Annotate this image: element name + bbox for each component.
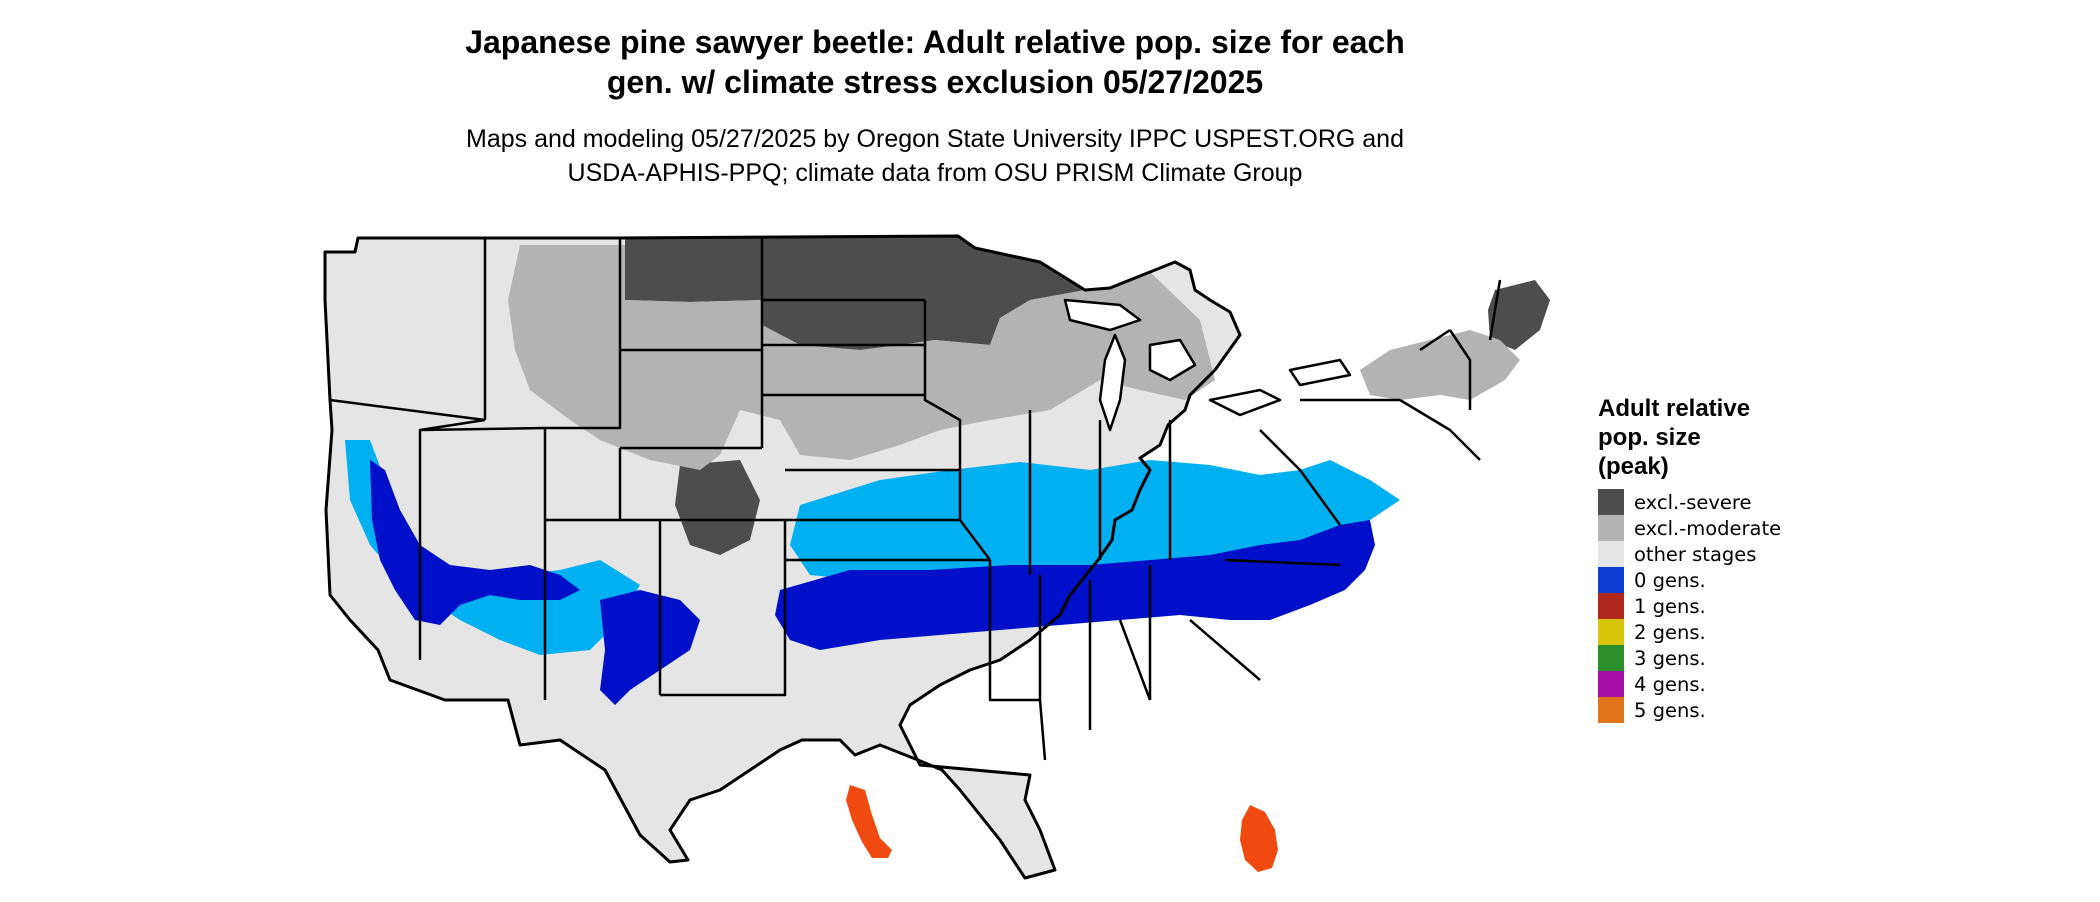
region-zero-dark xyxy=(775,520,1375,650)
region-severe-maine xyxy=(1488,280,1550,350)
region-moderate-north xyxy=(508,245,1215,470)
legend-item-excl-moderate: excl.-moderate xyxy=(1598,515,1798,541)
legend-title-line-1: Adult relative xyxy=(1598,395,1751,422)
legend-label: 1 gens. xyxy=(1634,594,1706,618)
legend-swatch xyxy=(1598,697,1624,723)
legend-item-5-gens: 5 gens. xyxy=(1598,697,1798,723)
legend-label: 4 gens. xyxy=(1634,672,1706,696)
legend-items: excl.-severe excl.-moderate other stages… xyxy=(1598,489,1798,723)
legend-item-2-gens: 2 gens. xyxy=(1598,619,1798,645)
legend: Adult relative pop. size (peak) excl.-se… xyxy=(1598,394,1798,723)
state-borders xyxy=(323,234,1502,880)
region-zero-light-west xyxy=(345,440,640,655)
legend-item-1-gens: 1 gens. xyxy=(1598,593,1798,619)
legend-item-4-gens: 4 gens. xyxy=(1598,671,1798,697)
legend-swatch xyxy=(1598,645,1624,671)
legend-label: 3 gens. xyxy=(1634,646,1706,670)
state-lines xyxy=(329,238,1502,761)
title-line-2: gen. w/ climate stress exclusion 05/27/2… xyxy=(606,64,1264,100)
map-title: Japanese pine sawyer beetle: Adult relat… xyxy=(0,22,1870,102)
legend-swatch xyxy=(1598,541,1624,567)
legend-label: 0 gens. xyxy=(1634,568,1706,592)
legend-label: excl.-severe xyxy=(1634,490,1752,514)
great-lakes xyxy=(1063,298,1352,432)
legend-label: 5 gens. xyxy=(1634,698,1706,722)
legend-swatch xyxy=(1598,619,1624,645)
legend-swatch xyxy=(1598,593,1624,619)
us-map xyxy=(323,234,1550,880)
legend-label: 2 gens. xyxy=(1634,620,1706,644)
region-moderate-northeast xyxy=(1360,330,1520,400)
legend-title-line-2: pop. size xyxy=(1598,424,1701,451)
region-zero-dark-west xyxy=(370,460,580,625)
region-severe-north xyxy=(625,236,1085,350)
region-zero-dark-southwest xyxy=(600,590,700,705)
legend-title: Adult relative pop. size (peak) xyxy=(1598,394,1798,481)
legend-label: other stages xyxy=(1634,542,1757,566)
us-outline xyxy=(323,234,1242,880)
legend-title-line-3: (peak) xyxy=(1598,453,1669,480)
legend-swatch xyxy=(1598,489,1624,515)
legend-item-excl-severe: excl.-severe xyxy=(1598,489,1798,515)
subtitle-line-1: Maps and modeling 05/27/2025 by Oregon S… xyxy=(466,125,1404,153)
subtitle-line-2: USDA-APHIS-PPQ; climate data from OSU PR… xyxy=(567,159,1303,187)
region-orange-texas xyxy=(846,785,892,858)
region-severe-colorado xyxy=(675,460,760,555)
map-regions xyxy=(325,236,1550,878)
legend-item-other-stages: other stages xyxy=(1598,541,1798,567)
title-line-1: Japanese pine sawyer beetle: Adult relat… xyxy=(465,24,1405,60)
map-subtitle: Maps and modeling 05/27/2025 by Oregon S… xyxy=(0,122,1870,190)
legend-swatch xyxy=(1598,567,1624,593)
legend-swatch xyxy=(1598,671,1624,697)
region-orange-florida xyxy=(1240,805,1278,872)
legend-swatch xyxy=(1598,515,1624,541)
legend-label: excl.-moderate xyxy=(1634,516,1782,540)
legend-item-0-gens: 0 gens. xyxy=(1598,567,1798,593)
legend-item-3-gens: 3 gens. xyxy=(1598,645,1798,671)
